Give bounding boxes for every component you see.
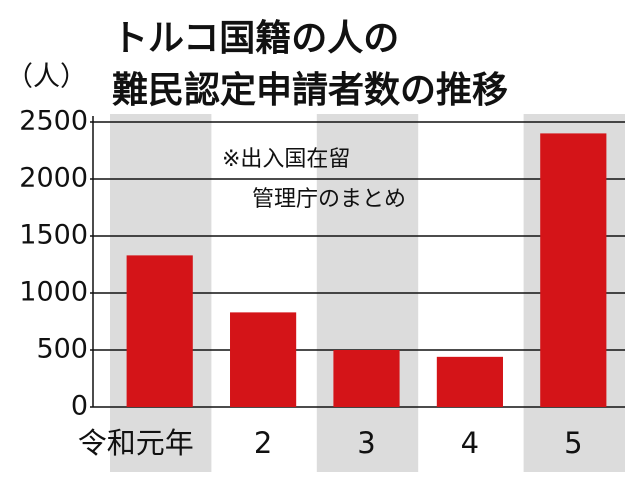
bar xyxy=(230,312,297,407)
annotation: ※出入国在留 xyxy=(222,147,350,172)
x-tick-label: 2 xyxy=(254,426,272,460)
y-tick-label: 2500 xyxy=(19,106,88,137)
bar xyxy=(333,350,400,407)
y-tick-label: 0 xyxy=(71,391,88,422)
y-axis-label: （人） xyxy=(6,62,87,93)
chart-title: トルコ国籍の人の xyxy=(112,18,399,59)
y-tick-label: 500 xyxy=(36,334,88,365)
x-tick-label: 4 xyxy=(461,426,479,460)
chart-title: 難民認定申請者数の推移 xyxy=(112,70,508,111)
x-tick-label: 3 xyxy=(357,426,375,460)
y-tick-label: 2000 xyxy=(19,163,88,194)
plot: 0 500 1000 1500 2000 2500 令和元年 2 3 4 5 xyxy=(19,106,625,460)
y-tick-label: 1000 xyxy=(19,277,88,308)
bar xyxy=(436,356,503,407)
bar xyxy=(126,255,193,407)
y-tick-label: 1500 xyxy=(19,220,88,251)
annotation: 管理庁のまとめ xyxy=(252,187,406,212)
x-tick-label: 令和元年 xyxy=(78,426,194,460)
x-tick-label: 5 xyxy=(564,426,582,460)
bar xyxy=(540,133,607,407)
